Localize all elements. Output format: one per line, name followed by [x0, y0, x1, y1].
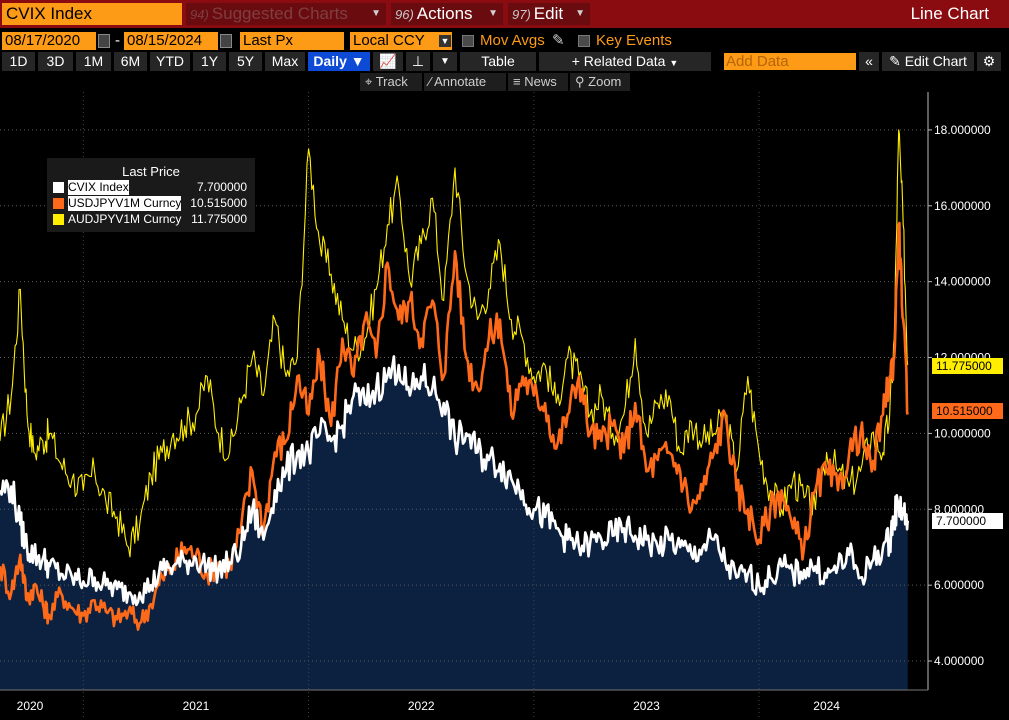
security-ticker-field[interactable]: CVIX Index: [2, 3, 182, 25]
pencil-icon[interactable]: ✎: [552, 32, 565, 49]
last-value-tag-cvix: 7.700000: [932, 513, 1003, 529]
news-label: News: [524, 74, 557, 89]
y-tick-label: 8.000000: [934, 502, 984, 516]
zoom-tool[interactable]: ⚲ Zoom: [570, 73, 630, 91]
x-tick-label: 2022: [408, 699, 435, 713]
suggested-charts-label: Suggested Charts: [211, 4, 348, 23]
legend[interactable]: Last Price CVIX Index 7.700000 USDJPYV1M…: [47, 158, 255, 232]
zoom-label: Zoom: [588, 74, 622, 89]
related-data-button[interactable]: + Related Data ▼: [539, 52, 711, 71]
edit-menu[interactable]: 97) Edit ▼: [508, 3, 590, 25]
series-line-cvix: [0, 355, 909, 607]
period-ytd-button[interactable]: YTD: [150, 52, 190, 71]
period-1y-button[interactable]: 1Y: [193, 52, 226, 71]
mov-avgs-checkbox[interactable]: [462, 35, 474, 47]
legend-title: Last Price: [122, 164, 180, 179]
end-date-field[interactable]: 08/15/2024: [124, 32, 218, 50]
edit-number: 97): [512, 7, 531, 22]
actions-menu[interactable]: 96) Actions ▼: [391, 3, 503, 25]
line-chart-icon[interactable]: 📈: [373, 52, 403, 71]
period-5y-button[interactable]: 5Y: [229, 52, 262, 71]
calendar-icon[interactable]: [98, 34, 110, 48]
magnifier-icon: ⚲: [575, 74, 585, 89]
field-selector[interactable]: Last Px: [240, 32, 344, 50]
period-bar: 1D 3D 1M 6M YTD 1Y 5Y Max Daily ▼ 📈 ⊥ ▼ …: [0, 52, 1009, 72]
bar-style-icon[interactable]: ⊥: [406, 52, 430, 71]
track-label: Track: [375, 74, 408, 89]
collapse-icon[interactable]: «: [859, 52, 879, 71]
x-tick-label: 2021: [183, 699, 210, 713]
last-value-tag-audjpy: 11.775000: [932, 358, 1003, 374]
chevron-down-icon: ▼: [575, 8, 585, 19]
frequency-selector[interactable]: Daily ▼: [308, 52, 370, 71]
legend-entry: USDJPYV1M Curncy 10.515000: [53, 196, 253, 211]
line-icon: ∕: [429, 74, 432, 89]
currency-selector[interactable]: Local CCY: [350, 32, 452, 50]
chevron-down-icon[interactable]: ▼: [433, 52, 457, 71]
period-3d-button[interactable]: 3D: [38, 52, 73, 71]
edit-chart-label: Edit Chart: [904, 53, 967, 69]
legend-name: USDJPYV1M Curncy: [68, 196, 182, 211]
legend-swatch: [53, 198, 64, 209]
actions-label: Actions: [416, 4, 473, 23]
y-tick-label: 10.000000: [934, 426, 991, 440]
series-layer: [0, 356, 908, 690]
calendar-icon[interactable]: [220, 34, 232, 48]
annotate-tool[interactable]: ∕ Annotate: [424, 73, 506, 91]
period-1m-button[interactable]: 1M: [76, 52, 111, 71]
x-tick-label: 2020: [17, 699, 44, 713]
last-value-tag-usdjpy: 10.515000: [932, 403, 1003, 419]
key-events-checkbox[interactable]: [578, 35, 590, 47]
track-tool[interactable]: ⌖ Track: [360, 73, 422, 91]
gear-icon[interactable]: ⚙: [977, 52, 1001, 71]
legend-swatch: [53, 214, 64, 225]
news-tool[interactable]: ≡ News: [508, 73, 568, 91]
series-line-usdjpyv1m: [0, 221, 909, 631]
title-bar: CVIX Index 94) Suggested Charts ▼ 96) Acti…: [0, 0, 1009, 28]
legend-value: 7.700000: [196, 180, 247, 194]
mov-avgs-label: Mov Avgs: [480, 32, 545, 49]
x-tick-label: 2023: [633, 699, 660, 713]
legend-name: CVIX Index: [68, 180, 129, 195]
x-tick-label: 2024: [813, 699, 840, 713]
y-tick-label: 6.000000: [934, 578, 984, 592]
chevron-down-icon: ▼: [488, 8, 498, 19]
annotate-label: Annotate: [434, 74, 487, 89]
key-events-label: Key Events: [596, 32, 672, 49]
edit-chart-button[interactable]: ✎ Edit Chart: [882, 52, 974, 71]
start-date-field[interactable]: 08/17/2020: [2, 32, 96, 50]
period-max-button[interactable]: Max: [265, 52, 305, 71]
suggested-charts-number: 94): [190, 7, 209, 22]
crosshair-icon: ⌖: [365, 74, 373, 89]
y-tick-label: 4.000000: [934, 654, 984, 668]
chevron-down-icon: ▼: [669, 58, 679, 68]
legend-entry: AUDJPYV1M Curncy 11.775000: [53, 212, 253, 227]
legend-name: AUDJPYV1M Curncy: [68, 212, 182, 226]
related-data-label: + Related Data: [571, 53, 666, 69]
chart-type-title: Line Chart: [910, 4, 989, 23]
table-button[interactable]: Table: [460, 52, 536, 71]
legend-value: 11.775000: [191, 212, 247, 226]
pencil-icon: ✎: [889, 53, 901, 69]
series-area-cvix: [0, 356, 908, 690]
edit-label: Edit: [533, 4, 564, 23]
series-line-audjpyv1m: [0, 129, 909, 558]
legend-swatch: [53, 182, 64, 193]
date-separator: -: [115, 32, 120, 49]
date-range-bar: 08/17/2020 - 08/15/2024 Last Px Local CC…: [0, 32, 1009, 52]
legend-entry: CVIX Index 7.700000: [53, 180, 253, 195]
y-tick-label: 14.000000: [934, 275, 991, 289]
actions-number: 96): [395, 7, 414, 22]
y-tick-label: 18.000000: [934, 123, 991, 137]
chevron-down-icon[interactable]: ▼: [439, 35, 451, 47]
suggested-charts-menu[interactable]: 94) Suggested Charts ▼: [186, 3, 386, 25]
y-tick-label: 16.000000: [934, 199, 991, 213]
news-icon: ≡: [513, 74, 521, 89]
add-data-input[interactable]: Add Data: [724, 53, 856, 70]
legend-value: 10.515000: [190, 196, 247, 210]
chevron-down-icon: ▼: [371, 8, 381, 19]
period-1d-button[interactable]: 1D: [2, 52, 35, 71]
period-6m-button[interactable]: 6M: [114, 52, 147, 71]
